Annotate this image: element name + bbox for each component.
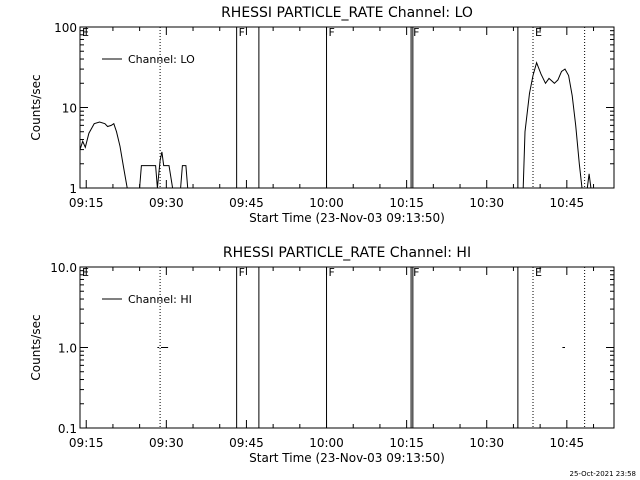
flag-label-f: F	[329, 26, 335, 39]
y-tick-label: 100	[54, 21, 77, 35]
x-tick-label: 10:45	[550, 196, 585, 210]
hi-channel-panel: RHESSI PARTICLE_RATE Channel: HI Counts/s…	[29, 245, 615, 465]
plot-frame	[79, 26, 615, 189]
y-tick-label: 1.0	[58, 342, 77, 356]
series-line-channel-lo	[139, 151, 174, 189]
x-tick-label: 10:00	[309, 196, 344, 210]
x-tick-label: 10:45	[550, 436, 585, 450]
flag-label-f: F	[329, 266, 335, 279]
series-line-channel-lo	[586, 173, 592, 189]
x-tick-label: 10:00	[309, 436, 344, 450]
flag-label-e: E	[82, 26, 89, 39]
y-axis-label: Counts/sec	[29, 314, 43, 380]
series-line-channel-lo	[522, 61, 583, 189]
plot-frame	[79, 266, 615, 429]
y-tick-label: 1	[69, 182, 77, 196]
flag-label-e: E	[535, 266, 542, 279]
series-line-channel-lo	[180, 165, 189, 189]
footer-timestamp: 25-Oct-2021 23:58	[570, 470, 636, 478]
legend-entry: Channel: HI	[128, 293, 192, 306]
lo-channel-panel: RHESSI PARTICLE_RATE Channel: LO Counts/s…	[29, 5, 615, 225]
flag-label-f: F	[239, 26, 245, 39]
flag-label-e: E	[82, 266, 89, 279]
x-tick-label: 09:45	[229, 196, 264, 210]
y-tick-label: 10.0	[50, 261, 77, 275]
x-tick-label: 09:15	[69, 196, 104, 210]
series-line-channel-lo	[79, 121, 128, 189]
flag-label-e: E	[535, 26, 542, 39]
x-axis-label: Start Time (23-Nov-03 09:13:50)	[249, 451, 445, 465]
x-tick-label: 10:15	[389, 436, 424, 450]
legend-entry: Channel: LO	[128, 53, 195, 66]
x-tick-label: 10:15	[389, 196, 424, 210]
flag-label-f: F	[413, 266, 419, 279]
x-axis-label: Start Time (23-Nov-03 09:13:50)	[249, 211, 445, 225]
x-tick-label: 09:15	[69, 436, 104, 450]
flag-label-f: F	[413, 26, 419, 39]
x-tick-label: 09:30	[149, 196, 184, 210]
x-tick-label: 10:30	[469, 196, 504, 210]
x-tick-label: 09:45	[229, 436, 264, 450]
chart-title: RHESSI PARTICLE_RATE Channel: HI	[223, 245, 471, 261]
chart-title: RHESSI PARTICLE_RATE Channel: LO	[221, 5, 473, 21]
x-tick-label: 09:30	[149, 436, 184, 450]
y-tick-label: 0.1	[58, 422, 77, 436]
x-tick-label: 10:30	[469, 436, 504, 450]
y-tick-label: 10	[62, 102, 77, 116]
y-axis-label: Counts/sec	[29, 74, 43, 140]
flag-label-f: F	[239, 266, 245, 279]
